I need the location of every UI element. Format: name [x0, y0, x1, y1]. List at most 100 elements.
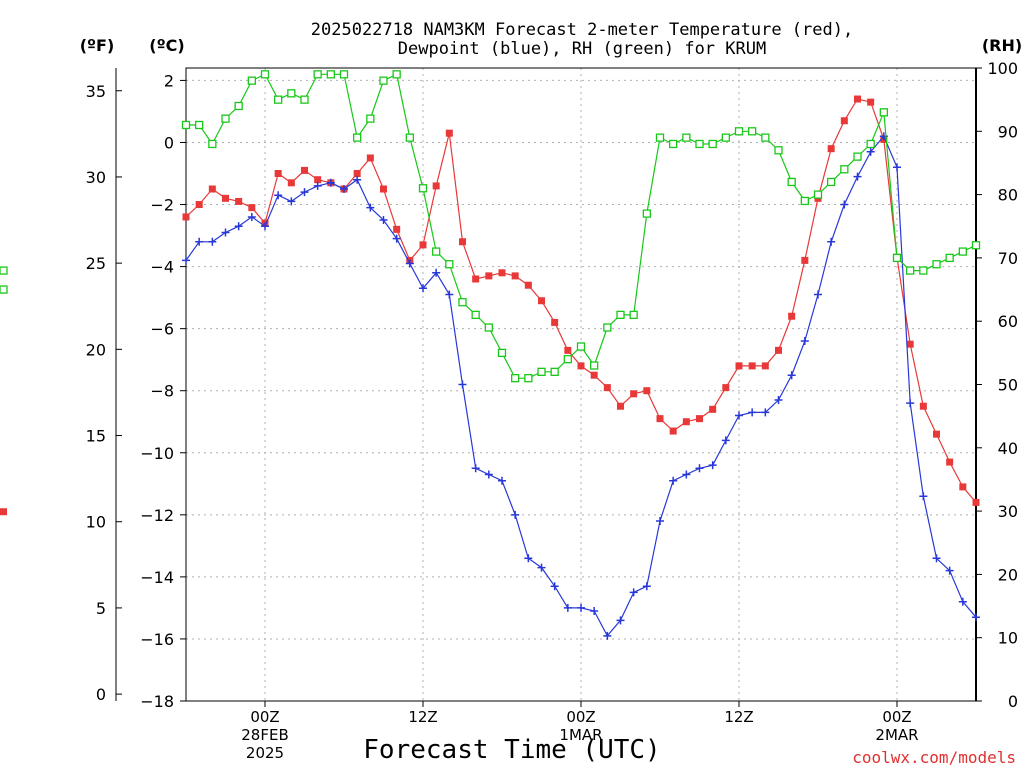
fahrenheit-tick-label: 30 — [86, 168, 106, 187]
dewpoint-point — [432, 268, 441, 277]
dewpoint-point — [669, 476, 678, 485]
time-tick-label: 00Z — [882, 708, 911, 726]
rh-point — [379, 76, 388, 85]
temperature-point — [722, 384, 730, 392]
fahrenheit-axis: 35 30 25 20 15 10 5 0 — [86, 82, 122, 704]
rh-point — [958, 247, 967, 256]
fahrenheit-tick-label: 35 — [86, 82, 106, 101]
rh-point — [326, 70, 335, 79]
rh-tick-label: 30 — [998, 502, 1018, 521]
dewpoint-point — [577, 603, 585, 612]
temperature-point — [735, 362, 743, 370]
rh-point — [879, 108, 888, 117]
temperature-point — [445, 129, 453, 137]
rh-tick-label: 20 — [998, 565, 1018, 584]
temperature-point — [0, 508, 7, 516]
temperature-point — [498, 269, 506, 277]
rh-point — [563, 355, 572, 364]
rh-point — [511, 374, 520, 383]
rh-tick-label: 10 — [998, 629, 1018, 648]
temperature-point — [393, 225, 401, 233]
dewpoint-point — [721, 436, 730, 445]
rh-tick-label: 60 — [998, 312, 1018, 331]
rh-point — [642, 209, 651, 218]
temperature-point — [761, 362, 769, 370]
temperature-point — [551, 318, 559, 326]
rh-point — [287, 89, 296, 98]
time-tick-label: 00Z — [566, 708, 595, 726]
temperature-point — [827, 145, 835, 153]
rh-point — [590, 361, 599, 370]
rh-point — [695, 139, 704, 149]
rh-point — [853, 152, 862, 161]
temperature-point — [524, 281, 532, 289]
rh-tick-label: 0 — [1008, 692, 1018, 711]
dewpoint-point — [603, 631, 612, 640]
rh-point — [919, 266, 928, 275]
rh-point — [181, 120, 191, 130]
dewpoint-point — [840, 200, 849, 209]
rh-point — [313, 70, 322, 79]
dewpoint-point — [629, 588, 638, 597]
temperature-point — [696, 415, 703, 423]
chart-title-line-2: Dewpoint (blue), RH (green) for KRUM — [398, 39, 766, 59]
dewpoint-point — [774, 396, 783, 405]
rh-point — [524, 374, 533, 383]
rh-point — [550, 367, 559, 376]
dewpoint-point — [274, 191, 283, 200]
dewpoint-point — [458, 380, 467, 389]
rh-tick-label: 40 — [998, 439, 1018, 458]
temperature-point — [195, 201, 203, 209]
dewpoint-point — [945, 566, 954, 575]
temperature-point — [669, 427, 677, 435]
dewpoint-point — [972, 613, 980, 622]
dewpoint-point — [484, 470, 493, 479]
rh-point — [906, 266, 915, 275]
rh-point — [787, 177, 796, 187]
rh-point — [339, 70, 349, 79]
temperature-point — [472, 275, 480, 283]
dewpoint-point — [735, 411, 743, 420]
dewpoint-point — [419, 284, 427, 293]
rh-point — [353, 133, 362, 142]
rh-point — [576, 342, 586, 351]
dewpoint-point — [656, 517, 664, 526]
dewpoint-point — [379, 216, 388, 225]
rh-point — [774, 146, 783, 155]
dewpoint-point — [866, 147, 875, 156]
dewpoint-point — [853, 172, 862, 181]
rh-point — [827, 177, 836, 187]
temperature-point — [208, 185, 216, 193]
dewpoint-point — [261, 222, 269, 231]
temperature-point — [603, 384, 611, 392]
rh-point — [708, 139, 717, 149]
celsius-tick-label: −14 — [140, 568, 174, 587]
rh-point — [366, 114, 375, 123]
time-tick-label: 12Z — [408, 708, 437, 726]
fahrenheit-tick-label: 0 — [96, 685, 106, 704]
rh-point — [748, 127, 757, 136]
source-credit: coolwx.com/models — [852, 748, 1016, 767]
celsius-tick-label: −12 — [140, 506, 174, 525]
dewpoint-point — [287, 197, 296, 206]
rh-point — [866, 139, 875, 149]
rh-point — [471, 310, 480, 320]
rh-point — [0, 285, 8, 294]
temperature-point — [643, 387, 651, 395]
rh-point — [234, 101, 243, 111]
time-tick-label: 12Z — [724, 708, 753, 726]
rh-point — [537, 367, 546, 376]
temperature-point — [867, 98, 875, 106]
rh-point — [458, 298, 467, 307]
temperature-point — [314, 176, 322, 184]
x-axis-label: Forecast Time (UTC) — [363, 735, 660, 765]
temperature-point — [380, 185, 387, 193]
time-tick-label: 2MAR — [875, 726, 918, 744]
rh-point — [682, 133, 691, 142]
fahrenheit-tick-label: 20 — [86, 340, 106, 359]
dewpoint-point — [800, 337, 809, 346]
dewpoint-point — [682, 470, 691, 479]
rh-tick-label: 50 — [998, 376, 1018, 395]
